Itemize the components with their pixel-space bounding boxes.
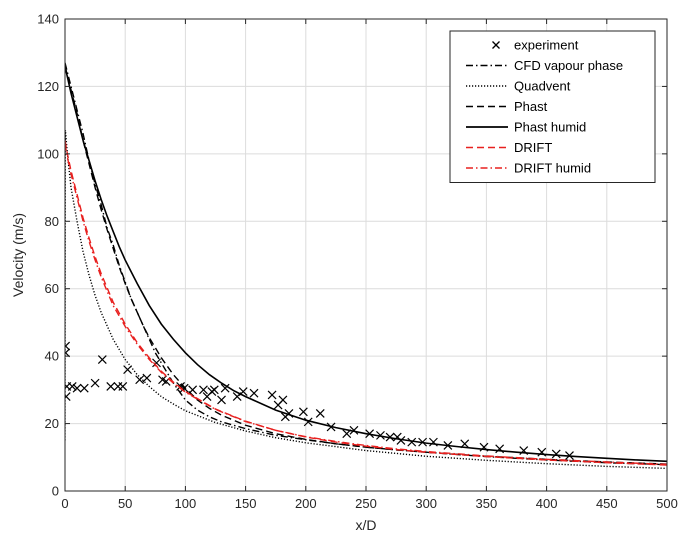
y-tick-label: 100 xyxy=(37,146,59,161)
y-tick-label: 60 xyxy=(45,281,59,296)
x-tick-label: 250 xyxy=(355,496,377,511)
legend-label: Phast xyxy=(514,99,548,114)
y-tick-label: 80 xyxy=(45,214,59,229)
x-tick-label: 150 xyxy=(235,496,257,511)
x-axis-label: x/D xyxy=(356,517,377,533)
legend: experiment CFD vapour phase Quadvent Phast P… xyxy=(450,31,655,183)
x-tick-label: 50 xyxy=(118,496,132,511)
x-tick-label: 400 xyxy=(536,496,558,511)
x-tick-label: 500 xyxy=(656,496,678,511)
x-tick-label: 450 xyxy=(596,496,618,511)
y-tick-label: 20 xyxy=(45,416,59,431)
legend-label: CFD vapour phase xyxy=(514,58,623,73)
y-tick-label: 40 xyxy=(45,349,59,364)
x-tick-label: 300 xyxy=(415,496,437,511)
x-tick-label: 0 xyxy=(61,496,68,511)
y-tick-label: 120 xyxy=(37,79,59,94)
x-tick-label: 350 xyxy=(476,496,498,511)
x-tick-label: 200 xyxy=(295,496,317,511)
x-tick-label: 100 xyxy=(175,496,197,511)
legend-label: Phast humid xyxy=(514,120,586,135)
y-tick-label: 140 xyxy=(37,12,59,27)
legend-label: Quadvent xyxy=(514,79,571,94)
legend-label: experiment xyxy=(514,38,579,53)
legend-label: DRIFT humid xyxy=(514,161,591,176)
legend-label: DRIFT xyxy=(514,140,552,155)
y-axis-label: Velocity (m/s) xyxy=(10,213,26,297)
y-tick-label: 0 xyxy=(52,484,59,499)
